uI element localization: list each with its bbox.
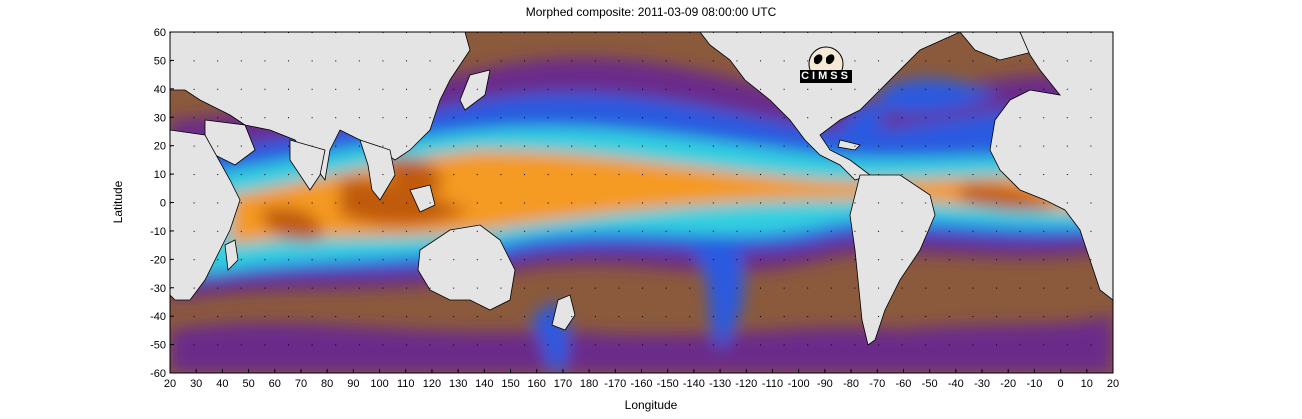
x-tick-label: 70 (295, 378, 307, 390)
y-axis-label: Latitude (111, 180, 125, 224)
x-tick-label: -120 (735, 378, 757, 390)
y-tick-label: 10 (154, 169, 166, 181)
x-tick-label: -110 (762, 378, 783, 390)
grid-dots (170, 32, 1113, 373)
x-tick-label: -80 (843, 378, 859, 390)
x-tick-label: 60 (269, 378, 281, 390)
x-tick-label: -140 (683, 378, 705, 390)
x-tick-label: -10 (1026, 378, 1042, 390)
x-tick-label: 40 (216, 378, 228, 390)
y-tick-label: 20 (154, 141, 166, 153)
x-tick-label: 150 (501, 378, 519, 390)
x-tick-label: 10 (1081, 378, 1093, 390)
x-tick-label: -50 (922, 378, 938, 390)
y-tick-label: -20 (150, 254, 166, 266)
x-tick-label: -150 (657, 378, 679, 390)
map-title: Morphed composite: 2011-03-09 08:00:00 U… (525, 5, 777, 19)
y-axis-ticks: 60 50 40 30 20 10 0 -10 -20 -30 -40 -50 -60 (150, 27, 174, 380)
x-tick-label: -30 (974, 378, 990, 390)
x-tick-label: 130 (449, 378, 467, 390)
x-tick-label: -160 (630, 378, 652, 390)
x-tick-label: -60 (895, 378, 911, 390)
y-tick-label: 40 (154, 84, 166, 96)
y-tick-label: 50 (154, 55, 166, 67)
cimss-logo: CIMSS (800, 44, 852, 86)
x-tick-label: 30 (190, 378, 202, 390)
y-tick-label: -60 (150, 368, 166, 380)
x-tick-label: 160 (528, 378, 546, 390)
y-tick-label: 60 (154, 27, 166, 39)
x-tick-label: 120 (423, 378, 441, 390)
x-tick-label: 140 (475, 378, 493, 390)
x-tick-label: 90 (347, 378, 359, 390)
x-tick-label: 20 (1107, 378, 1119, 390)
x-tick-label: 180 (580, 378, 598, 390)
x-tick-label: -70 (869, 378, 885, 390)
y-tick-label: -10 (150, 226, 166, 238)
y-tick-label: -50 (150, 340, 166, 352)
x-tick-label: -170 (604, 378, 626, 390)
y-tick-label: -30 (150, 283, 166, 295)
logo-text: CIMSS (800, 70, 852, 83)
x-tick-label: 100 (370, 378, 388, 390)
x-tick-label: -130 (709, 378, 731, 390)
y-tick-label: 30 (154, 112, 166, 124)
x-tick-label: 0 (1058, 378, 1064, 390)
y-tick-label: 0 (160, 198, 166, 210)
x-axis-ticks: 20 30 40 50 60 70 80 90 100 110 120 130 140 150 160 170… (164, 369, 1119, 390)
x-tick-label: -100 (788, 378, 810, 390)
x-tick-label: -20 (1000, 378, 1016, 390)
x-tick-label: -40 (948, 378, 964, 390)
y-tick-label: -40 (150, 311, 166, 323)
x-tick-label: 80 (321, 378, 333, 390)
x-tick-label: -90 (817, 378, 833, 390)
x-tick-label: 110 (397, 378, 415, 390)
x-tick-label: 50 (242, 378, 254, 390)
x-axis-label: Longitude (624, 398, 678, 412)
x-tick-label: 20 (164, 378, 176, 390)
x-tick-label: 170 (554, 378, 572, 390)
